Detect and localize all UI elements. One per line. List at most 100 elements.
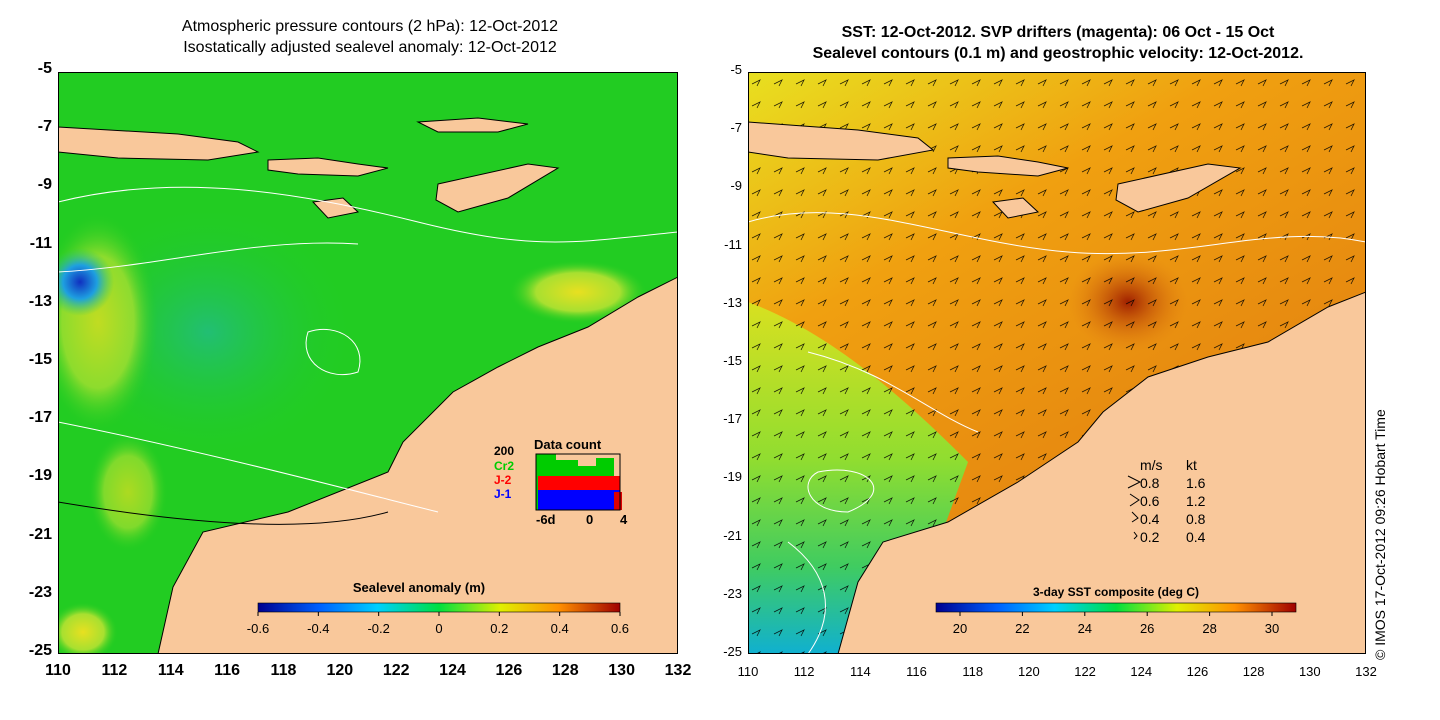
colorbar-tick-label: 0.4	[551, 621, 569, 636]
left-map-frame	[58, 72, 678, 654]
sealevel-anomaly-svg: Sealevel anomaly (m) -0.6 -0.4 -0.2 0 0.2 0.4…	[38, 72, 679, 662]
left-panel-title: Atmospheric pressure contours (2 hPa): 1…	[60, 16, 680, 58]
colorbar-tick-label: 30	[1265, 621, 1279, 636]
depth-contour	[57, 501, 389, 525]
latitude-tick-label: -15	[28, 351, 52, 368]
latitude-tick-label: -11	[29, 234, 52, 252]
latitude-tick-label: -9	[37, 176, 52, 194]
velocity-legend: m/s kt 0.8 1.6 0.6 1.2 0.4 0.8 0.2 0.4	[1127, 457, 1206, 545]
latitude-tick-label: -7	[37, 118, 52, 136]
longitude-tick-label: 122	[1074, 664, 1096, 679]
longitude-tick-label: 118	[962, 664, 984, 679]
longitude-tick-label: 120	[1018, 664, 1040, 679]
latitude-tick-label: -19	[723, 469, 742, 485]
velocity-legend-ms: 0.6	[1140, 493, 1160, 509]
latitude-tick-label: -5	[37, 60, 52, 77]
inset-legend-j1: J-1	[494, 487, 512, 501]
latitude-tick-label: -13	[28, 292, 52, 310]
colorbar-tick-label: 22	[1015, 621, 1029, 636]
right-panel-title: SST: 12-Oct-2012. SVP drifters (magenta)…	[748, 22, 1368, 64]
velocity-arrow-0.2	[1133, 531, 1138, 540]
colorbar-tick-label: -0.6	[247, 621, 269, 636]
velocity-legend-ms: 0.8	[1140, 475, 1160, 491]
latitude-tick-label: -21	[723, 527, 742, 543]
java-island	[747, 121, 935, 161]
colorbar-tick-label: -0.2	[367, 621, 389, 636]
pressure-contour-loop	[305, 328, 361, 376]
nusa-tenggara-islands	[947, 155, 1069, 177]
longitude-tick-label: 124	[439, 662, 466, 679]
latitude-tick-label: -23	[28, 583, 52, 601]
latitude-tick-label: -17	[723, 411, 742, 427]
inset-bar-j2	[614, 492, 622, 510]
positive-anomaly-south	[48, 602, 118, 662]
colorbar-tick-label: -0.4	[307, 621, 329, 636]
colorbar-tick-label: 24	[1078, 621, 1092, 636]
longitude-tick-label: 110	[737, 664, 759, 679]
latitude-tick-label: -17	[28, 409, 52, 427]
longitude-tick-label: 128	[1242, 664, 1265, 679]
left-title-line2: Isostatically adjusted sealevel anomaly:…	[183, 39, 557, 56]
data-count-inset: Data count 200 Cr2 J-2 J-1 -6d 0 4	[494, 437, 628, 527]
timor-island	[435, 163, 560, 213]
left-title-line1: Atmospheric pressure contours (2 hPa): 1…	[181, 18, 559, 35]
velocity-legend-kt: 1.6	[1186, 475, 1206, 491]
velocity-arrow-0.4	[1131, 511, 1139, 523]
velocity-legend-kt-header: kt	[1186, 457, 1197, 473]
velocity-arrow-0.6	[1129, 493, 1140, 507]
positive-anomaly-sw	[88, 432, 168, 552]
velocity-legend-ms: 0.4	[1140, 511, 1160, 527]
latitude-tick-label: -25	[28, 642, 52, 659]
right-title-line1: SST: 12-Oct-2012. SVP drifters (magenta)…	[841, 24, 1275, 41]
sealevel-contour-loop	[807, 469, 875, 513]
longitude-tick-label: 118	[270, 662, 297, 679]
velocity-legend-kt: 0.8	[1186, 511, 1206, 527]
sealevel-contour-3	[787, 541, 826, 655]
sumba-island	[311, 197, 360, 219]
latitude-tick-label: -11	[724, 236, 742, 252]
positive-anomaly-east	[508, 260, 648, 324]
colorbar-tick-label: 0	[435, 621, 442, 636]
right-map-frame	[748, 72, 1366, 654]
australia-landmass	[157, 276, 679, 655]
longitude-tick-label: 116	[906, 664, 927, 679]
sla-colorbar-gradient	[257, 602, 621, 613]
inset-xtick: 0	[586, 512, 593, 527]
flores-island	[416, 117, 529, 133]
longitude-tick-label: 130	[608, 662, 635, 679]
sealevel-anomaly-map: Sealevel anomaly (m) -0.6 -0.4 -0.2 0 0.2 0.4…	[38, 72, 679, 662]
australia-landmass	[837, 291, 1367, 655]
colorbar-tick-label: 20	[953, 621, 967, 636]
colorbar-tick-label: 0.2	[490, 621, 508, 636]
longitude-tick-label: 128	[551, 662, 579, 679]
sst-map: m/s kt 0.8 1.6 0.6 1.2 0.4 0.8 0.2 0.4 3…	[747, 72, 1367, 655]
inset-frame	[535, 453, 621, 511]
sla-colorbar: Sealevel anomaly (m) -0.6 -0.4 -0.2 0 0.2 0.4…	[247, 580, 629, 636]
inset-xtick: 4	[620, 512, 628, 527]
longitude-tick-label: 122	[382, 662, 410, 679]
longitude-tick-label: 126	[495, 662, 523, 679]
latitude-tick-label: -19	[28, 467, 52, 485]
longitude-tick-label: 110	[45, 662, 71, 679]
longitude-tick-label: 126	[1186, 664, 1209, 679]
sla-colorbar-ticks: -0.6 -0.4 -0.2 0 0.2 0.4 0.6	[247, 612, 629, 636]
timor-island	[1115, 163, 1242, 213]
velocity-legend-ms: 0.2	[1140, 529, 1160, 545]
sst-colorbar-title: 3-day SST composite (deg C)	[1033, 585, 1199, 599]
pressure-contour-2	[57, 242, 359, 273]
longitude-tick-label: 132	[1355, 664, 1377, 679]
longitude-tick-label: 116	[214, 662, 240, 679]
colorbar-tick-label: 0.6	[611, 621, 629, 636]
sealevel-contour-1	[747, 212, 1367, 255]
longitude-tick-label: 132	[664, 662, 692, 679]
latitude-tick-label: -5	[730, 62, 742, 77]
sumba-island	[991, 197, 1040, 219]
nusa-tenggara-islands	[267, 157, 389, 177]
longitude-tick-label: 130	[1298, 664, 1321, 679]
negative-anomaly-west	[46, 248, 114, 316]
latitude-tick-label: -25	[723, 644, 742, 659]
latitude-tick-label: -21	[28, 525, 52, 543]
velocity-arrow-0.8	[1127, 475, 1142, 489]
inset-legend-j2: J-2	[494, 473, 512, 487]
inset-ymax-label: 200	[494, 444, 514, 458]
